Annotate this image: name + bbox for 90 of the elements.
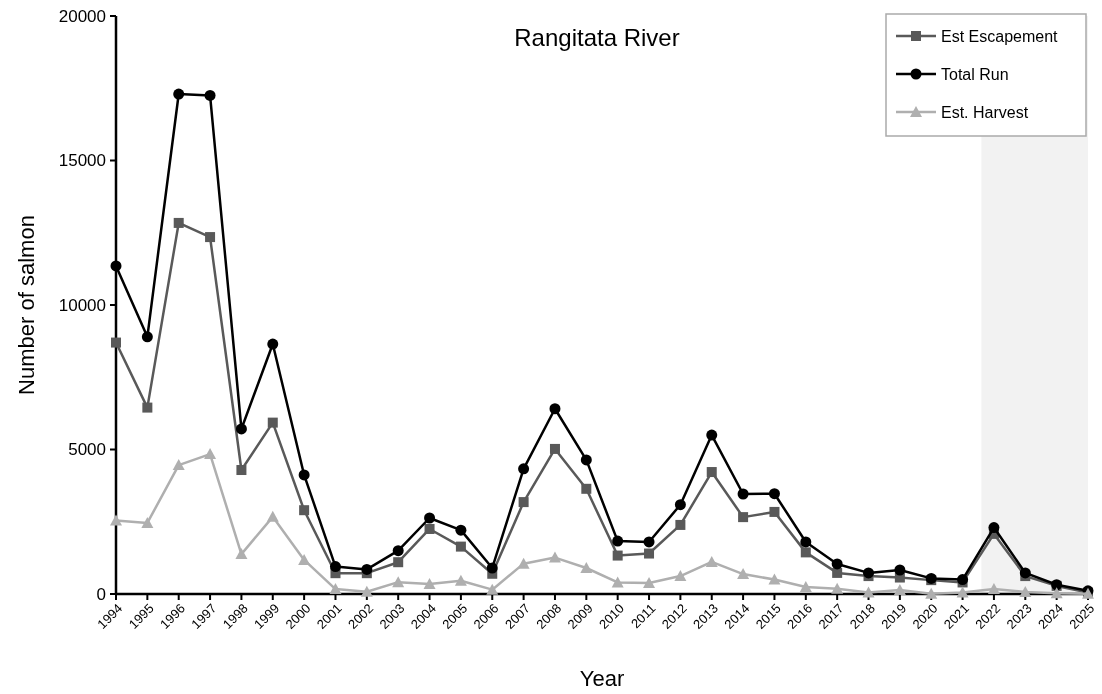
point	[110, 514, 122, 526]
point	[863, 567, 875, 579]
point	[675, 519, 686, 530]
point	[173, 88, 185, 100]
point	[299, 505, 310, 516]
point	[455, 524, 467, 536]
point	[424, 523, 435, 534]
y-axis-title: Number of salmon	[14, 215, 39, 395]
point	[644, 548, 655, 559]
y-tick-label: 10000	[58, 295, 106, 315]
point	[580, 561, 593, 573]
chart-title: Rangitata River	[514, 24, 680, 51]
point	[142, 402, 153, 413]
point	[580, 454, 592, 466]
x-axis-title: Year	[579, 666, 625, 691]
point	[737, 568, 750, 580]
point	[1019, 585, 1032, 597]
point	[141, 331, 153, 343]
point	[988, 522, 1000, 534]
point	[204, 448, 217, 460]
point	[455, 541, 466, 552]
point	[392, 576, 405, 588]
point	[705, 555, 718, 567]
point	[549, 443, 560, 454]
point	[267, 338, 279, 350]
point	[424, 512, 436, 524]
point	[800, 536, 812, 548]
point	[612, 550, 623, 561]
point	[706, 467, 717, 478]
point	[454, 574, 467, 586]
point	[205, 232, 216, 243]
point	[894, 564, 906, 576]
point	[611, 576, 624, 588]
point	[1050, 587, 1063, 599]
y-tick-label: 20000	[58, 6, 106, 26]
point	[956, 586, 969, 598]
point	[110, 260, 122, 272]
point	[486, 583, 499, 595]
point	[393, 557, 404, 568]
point	[987, 583, 1000, 595]
point	[548, 551, 561, 563]
point	[423, 577, 436, 589]
point	[486, 562, 498, 574]
point	[674, 499, 686, 511]
y-tick-label: 15000	[58, 151, 106, 171]
point	[737, 488, 749, 500]
legend-label: Est. Harvest	[941, 103, 1029, 121]
point	[204, 89, 216, 101]
point	[706, 429, 718, 441]
point	[235, 423, 247, 435]
point	[1019, 567, 1031, 579]
point	[267, 417, 278, 428]
point	[769, 506, 780, 517]
point	[298, 553, 311, 565]
legend-label: Est Escapement	[941, 27, 1059, 45]
point	[831, 582, 844, 594]
y-tick-label: 0	[96, 584, 106, 604]
point	[862, 586, 875, 598]
point	[738, 512, 749, 523]
legend-label: Total Run	[941, 65, 1009, 83]
point	[674, 570, 687, 582]
point	[800, 547, 811, 558]
point	[832, 567, 843, 578]
point	[768, 573, 781, 585]
point	[329, 561, 341, 573]
point	[518, 463, 530, 475]
point	[172, 459, 185, 471]
point	[298, 469, 310, 481]
point	[360, 585, 373, 597]
point	[111, 337, 121, 348]
point	[893, 583, 906, 595]
point	[173, 217, 184, 228]
point	[329, 583, 342, 595]
point	[799, 581, 812, 593]
point	[549, 403, 561, 415]
point	[518, 497, 529, 508]
point	[925, 587, 938, 599]
point	[643, 536, 655, 548]
point	[361, 563, 373, 575]
point	[643, 577, 656, 589]
point	[266, 510, 279, 522]
point	[768, 488, 780, 500]
point	[392, 545, 404, 557]
y-tick-label: 5000	[68, 440, 106, 460]
point	[235, 548, 248, 560]
point	[581, 483, 592, 494]
point	[612, 535, 624, 547]
point	[831, 558, 843, 570]
point	[141, 516, 154, 528]
point	[236, 465, 247, 476]
